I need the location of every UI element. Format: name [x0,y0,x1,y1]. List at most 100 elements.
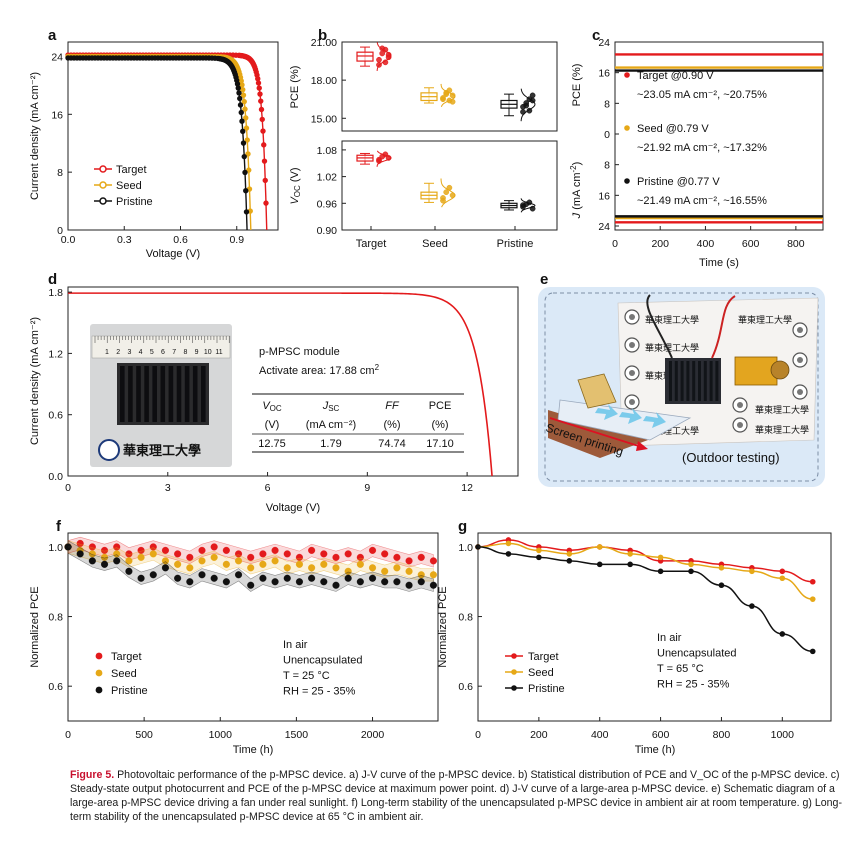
data-point-seed [596,544,603,550]
data-point-target [405,557,413,565]
data-point-target [100,546,109,554]
jv-point-pristine [241,153,247,160]
data-point-target [234,550,243,558]
legend-marker [624,125,630,131]
data-point-pristine [222,578,230,586]
x-tick-label: 1500 [285,729,309,741]
y-tick-label: 24 [598,221,610,233]
panel-c-yticks: 24 16 8 0 8 16 24 [598,37,619,233]
data-point-seed [505,540,512,547]
data-point-seed [356,560,364,568]
table-units-row: (V) (mA cm⁻²) (%) (%) [265,419,449,431]
x-tick-label: 9 [364,482,370,494]
x-tick-label: 2000 [361,729,385,741]
printing-screen [557,399,692,441]
data-point-pristine [320,578,328,586]
data-point-seed [749,568,755,575]
panel-d-ylabel: Current density (mA cm⁻²) [29,317,41,445]
data-point-pristine [779,631,786,637]
data-point-seed [429,571,437,579]
data-point-pristine [186,578,194,586]
printing-arrow [643,412,666,428]
table-unit: (V) [265,419,280,431]
jv-point-seed [246,167,252,173]
jv-point-seed [244,137,250,143]
printed-seal-core [629,342,635,348]
data-point-seed [657,554,664,561]
trend-line-seed [477,542,813,600]
y-tick-label: 21.00 [311,37,337,49]
data-point [526,107,533,114]
data-point-pristine [259,574,267,582]
printed-seal-core [797,327,803,333]
jv-point-target [257,91,263,97]
data-point-target [809,578,816,585]
data-point [440,197,446,204]
jv-point-target [258,106,265,113]
panel-f-ylabel: Normalized PCE [29,586,41,667]
jv-point-pristine [243,209,250,215]
data-point-seed [688,561,694,568]
data-point-pristine [688,568,694,575]
module-area: Activate area: 17.88 cm2 [259,363,380,377]
data-point-seed [718,565,725,571]
device-stripe [680,361,684,401]
data-point-target [161,546,169,554]
condition-line: RH = 25 - 35% [657,679,730,691]
device-stripe [715,361,719,401]
data-point-seed [809,596,816,602]
legend-label: Pristine [116,196,153,208]
wire-left [646,294,673,359]
module-stripe [168,366,174,422]
table-values-row: 12.75 1.79 74.74 17.10 [258,438,454,450]
panel-c: c 0 200 400 600 800 24 16 8 0 8 16 24 Target @0.90… [569,27,824,269]
data-point-pristine [174,574,182,582]
data-point-seed [137,553,145,561]
data-point-pristine [505,551,512,557]
panel-g-ylabel: Normalized PCE [437,586,449,667]
printed-seal-core [629,370,635,376]
data-point-seed [332,564,340,572]
legend-marker [99,181,107,189]
condition-line: In air [657,632,682,644]
y-tick-label: 0.6 [48,681,63,693]
data-point-seed [566,551,573,557]
panel-a-xlabel: Voltage (V) [146,248,200,260]
data-point-target [381,550,389,558]
y-tick-label: 0.6 [458,681,473,693]
panel-c-frame [614,41,824,231]
jv-point-target [262,177,268,184]
jv-point-target [259,116,265,123]
distribution-curve [520,198,536,213]
jv-point-pristine [237,102,244,108]
panel-e-dashed-box [544,292,819,482]
panel-g-legend: Target Seed Pristine [505,651,565,695]
data-point-seed [308,564,316,572]
data-point [443,90,450,96]
data-point [523,100,530,106]
data-point-pristine [113,557,121,565]
data-point-target [186,553,194,561]
data-point-seed [283,564,291,572]
legend-line1: Seed @0.79 V [637,123,709,135]
data-point-target [149,543,157,551]
module-stripe [160,366,166,422]
jv-point-seed [239,82,245,88]
jv-point-pristine [240,140,247,146]
data-point-pristine [76,550,84,558]
data-point-seed [161,557,169,565]
legend-label: Pristine [111,685,148,697]
data-point-target [295,553,303,561]
jv-point-pristine [234,81,241,87]
data-point-seed [247,564,255,572]
data-point-pristine [596,561,603,568]
data-point-target [779,568,786,575]
printed-school-text: 華東理工大學 [755,404,809,415]
x-tick-label: 3 [165,482,171,494]
x-tick-label: 600 [652,729,670,741]
category-label: Seed [422,238,448,250]
fan-icon [770,360,790,380]
jv-point-pristine [237,95,243,102]
data-point-seed [210,553,218,561]
data-point-target [174,550,182,558]
